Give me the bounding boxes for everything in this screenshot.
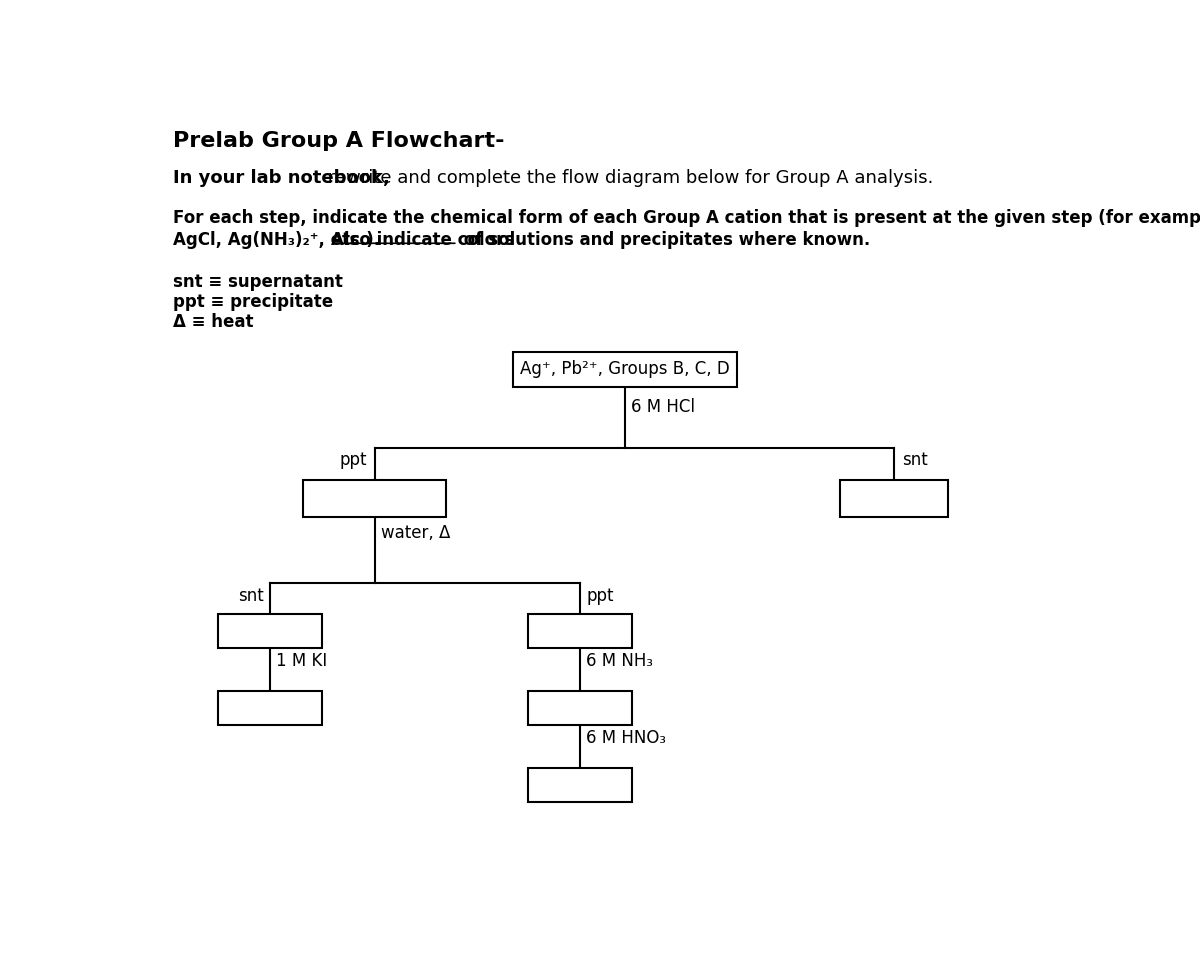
Text: 6 M HCl: 6 M HCl (631, 398, 695, 416)
Bar (218, 613, 323, 648)
Text: rewrite and complete the flow diagram below for Group A analysis.: rewrite and complete the flow diagram be… (322, 170, 934, 187)
Text: snt ≡ supernatant: snt ≡ supernatant (173, 273, 343, 291)
Text: AgCl, Ag(NH₃)₂⁺, etc.).: AgCl, Ag(NH₃)₂⁺, etc.). (173, 231, 386, 249)
Text: Ag⁺, Pb²⁺, Groups B, C, D: Ag⁺, Pb²⁺, Groups B, C, D (521, 360, 730, 378)
Text: ppt: ppt (587, 587, 614, 604)
Text: 1 M KI: 1 M KI (276, 652, 328, 670)
Bar (528, 767, 632, 802)
Text: water, Δ: water, Δ (380, 524, 450, 541)
Bar (512, 352, 738, 386)
Bar (528, 613, 632, 648)
Text: Prelab Group A Flowchart-: Prelab Group A Flowchart- (173, 131, 505, 151)
Text: Also indicate colors: Also indicate colors (331, 231, 515, 249)
Text: 6 M NH₃: 6 M NH₃ (587, 652, 653, 670)
Bar (218, 690, 323, 725)
Text: of solutions and precipitates where known.: of solutions and precipitates where know… (457, 231, 870, 249)
Text: ppt: ppt (340, 451, 367, 469)
Bar (304, 481, 446, 518)
Text: 6 M HNO₃: 6 M HNO₃ (587, 729, 666, 747)
Text: snt: snt (238, 587, 264, 604)
Bar (528, 690, 632, 725)
Bar (840, 481, 948, 518)
Text: For each step, indicate the chemical form of each Group A cation that is present: For each step, indicate the chemical for… (173, 210, 1200, 227)
Text: ppt ≡ precipitate: ppt ≡ precipitate (173, 292, 334, 311)
Text: snt: snt (901, 451, 928, 469)
Text: Δ ≡ heat: Δ ≡ heat (173, 313, 253, 331)
Text: In your lab notebook,: In your lab notebook, (173, 170, 390, 187)
